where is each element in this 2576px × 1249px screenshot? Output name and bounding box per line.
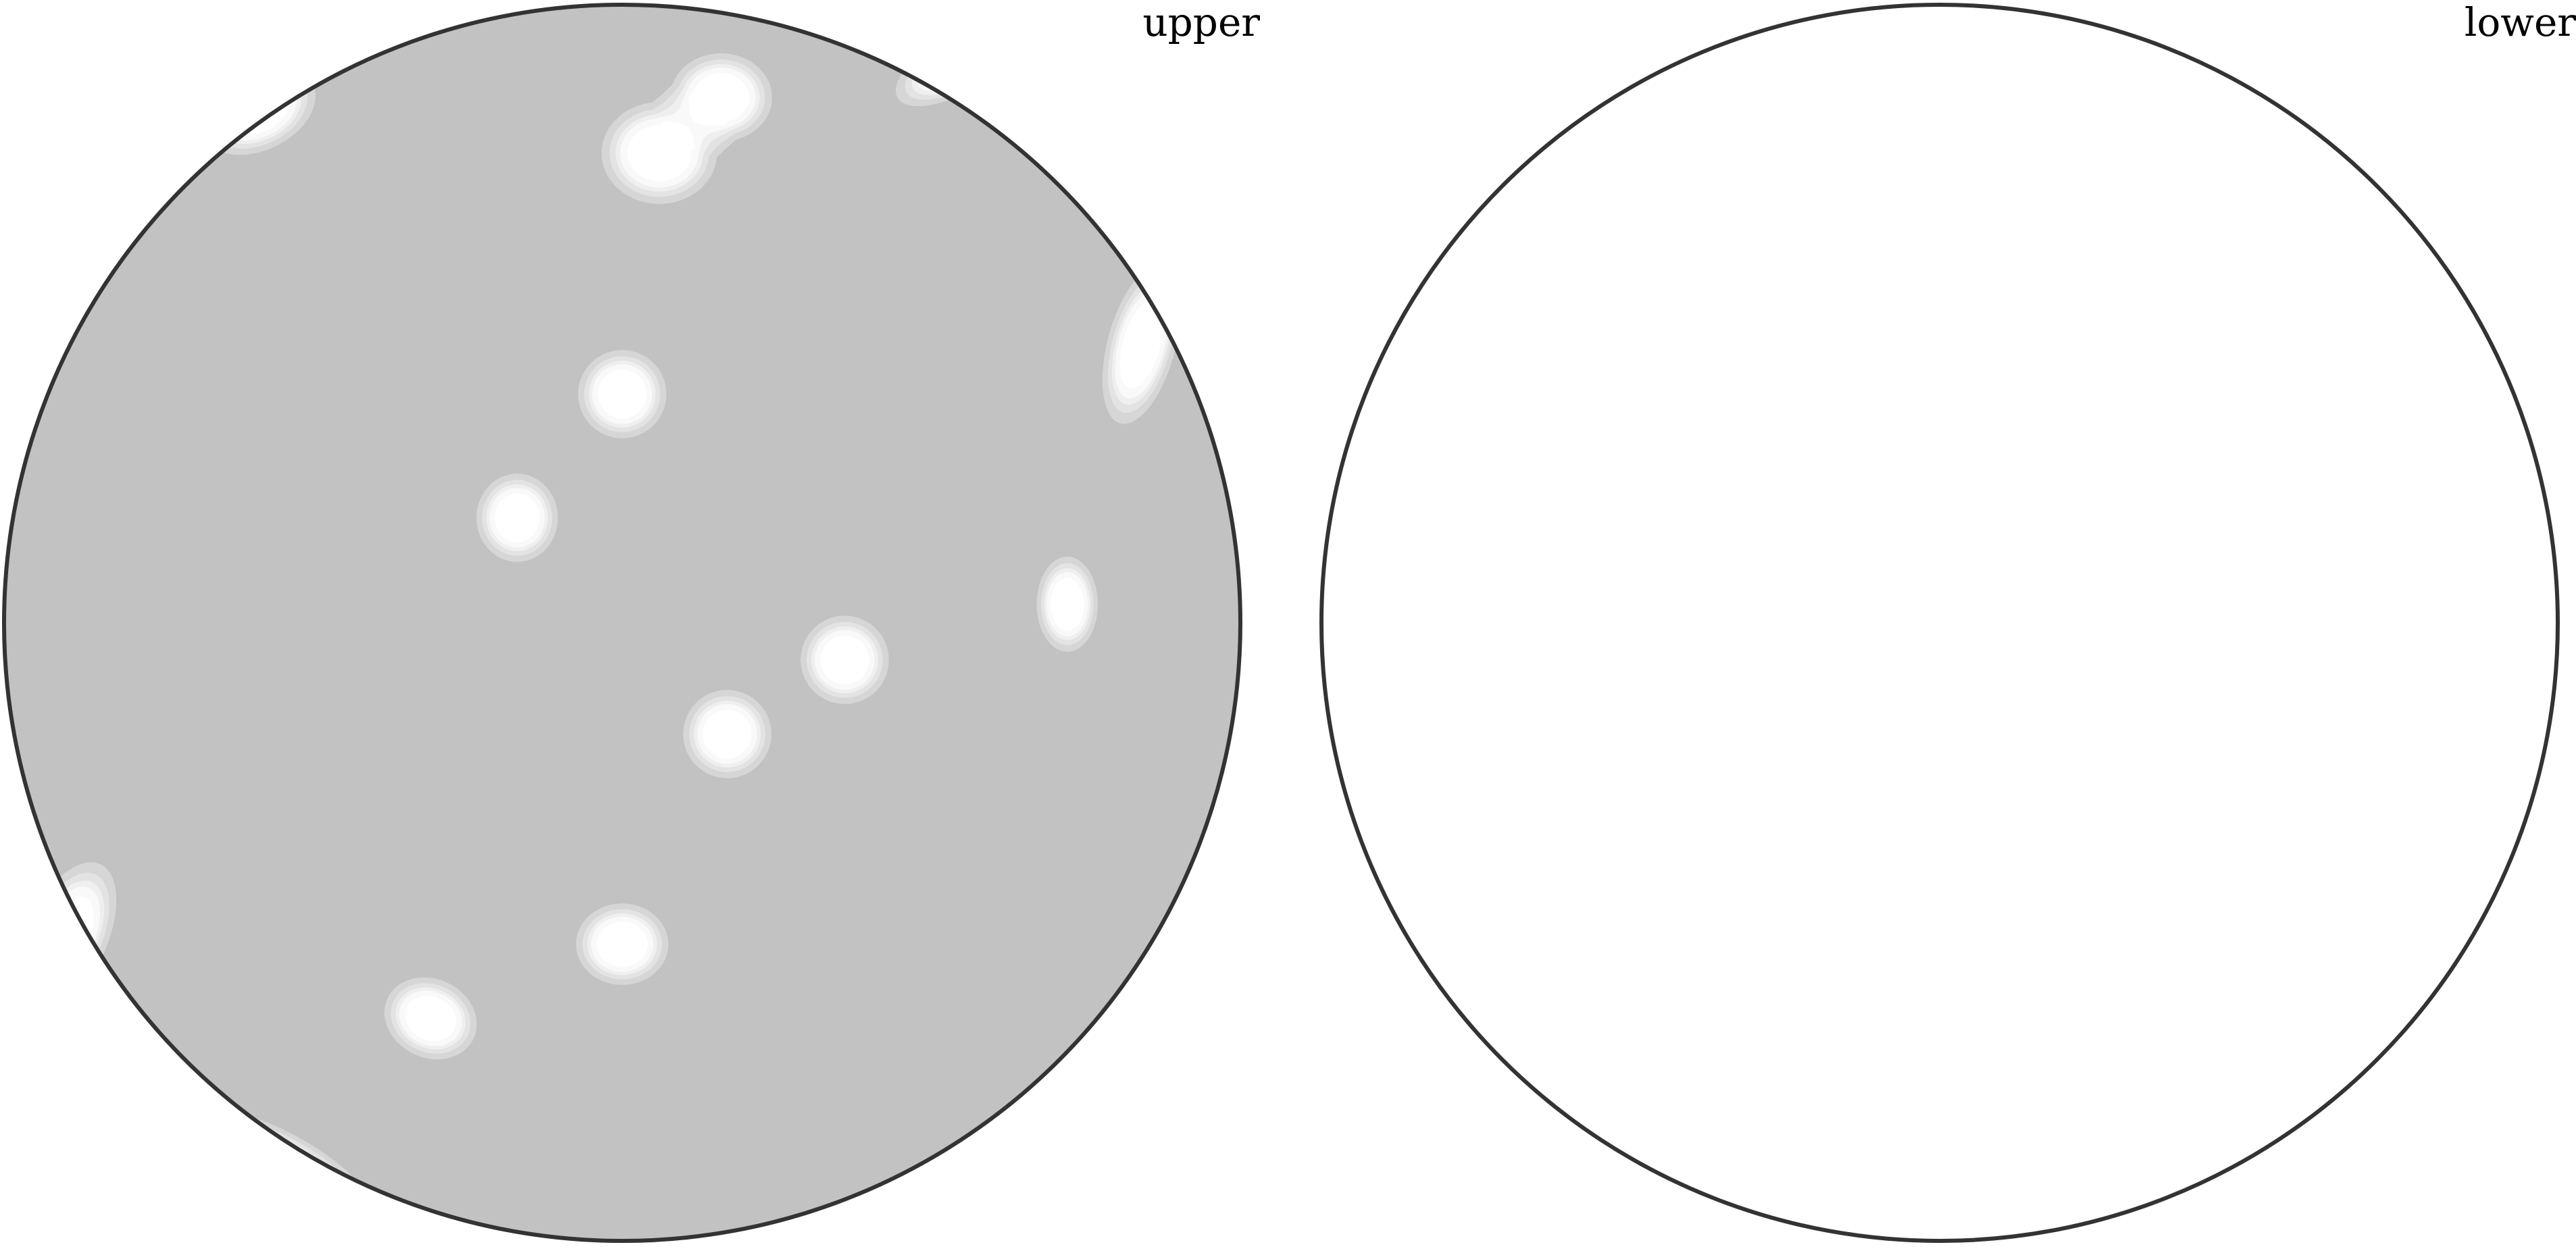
upper-hemisphere-label: upper <box>1142 0 1260 45</box>
density-peak <box>561 334 683 455</box>
density-peak <box>667 673 788 794</box>
upper-hemisphere-outline <box>2 3 1242 1243</box>
density-peak <box>1026 539 1109 669</box>
density-peak <box>461 457 573 578</box>
density-peak <box>368 962 494 1075</box>
density-peak <box>784 599 905 721</box>
upper-hemisphere-plot <box>2 3 1242 1243</box>
density-peak <box>651 37 791 158</box>
density-peak <box>559 888 686 1000</box>
lower-hemisphere-plot <box>1319 3 2560 1243</box>
lower-hemisphere-label: lower <box>2464 0 2576 45</box>
lower-hemisphere-outline <box>1319 3 2560 1243</box>
